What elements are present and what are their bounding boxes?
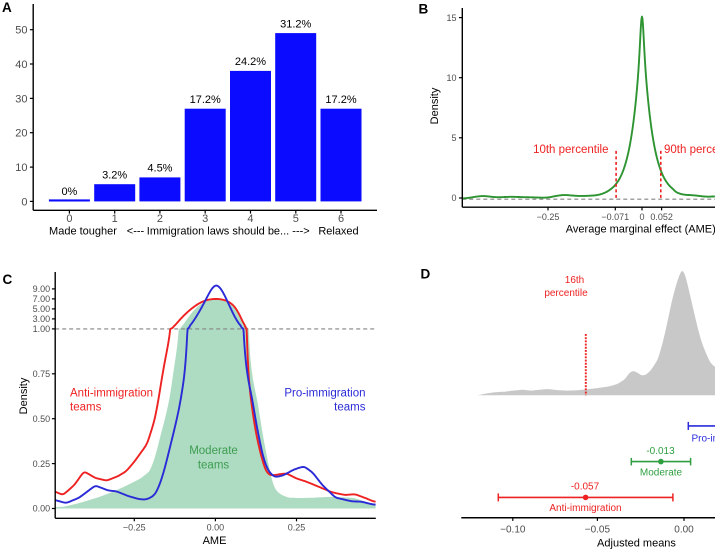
svg-text:D: D — [421, 267, 431, 282]
svg-text:6: 6 — [338, 213, 344, 225]
svg-text:0: 0 — [21, 196, 27, 208]
svg-text:0.50: 0.50 — [33, 414, 51, 424]
svg-text:3.00: 3.00 — [33, 314, 51, 324]
svg-text:-0.013: -0.013 — [646, 446, 675, 457]
svg-text:24.2%: 24.2% — [235, 56, 266, 68]
svg-text:teams: teams — [70, 402, 102, 414]
svg-text:30: 30 — [15, 93, 27, 105]
svg-text:percentile: percentile — [544, 288, 588, 299]
svg-text:0.00: 0.00 — [207, 523, 225, 533]
svg-text:Adjusted means: Adjusted means — [597, 538, 676, 550]
svg-text:4.5%: 4.5% — [147, 163, 172, 175]
svg-text:0.00: 0.00 — [674, 525, 694, 536]
svg-text:0.75: 0.75 — [33, 369, 51, 379]
svg-text:-0.057: -0.057 — [571, 482, 600, 493]
svg-text:1: 1 — [112, 213, 118, 225]
svg-text:90th percentile: 90th percentile — [664, 144, 715, 156]
svg-text:−0.05: −0.05 — [585, 525, 611, 536]
svg-text:AME: AME — [203, 535, 227, 547]
svg-text:0.052: 0.052 — [650, 212, 673, 222]
svg-text:−0.10: −0.10 — [500, 525, 526, 536]
svg-text:7.00: 7.00 — [33, 294, 51, 304]
svg-text:20: 20 — [15, 128, 27, 140]
svg-text:B: B — [419, 2, 429, 17]
svg-text:Pro-immigration: Pro-immigration — [692, 434, 715, 445]
svg-text:Density: Density — [429, 87, 441, 124]
svg-text:3.2%: 3.2% — [102, 170, 127, 182]
svg-text:Moderate: Moderate — [640, 467, 683, 478]
svg-text:teams: teams — [334, 402, 366, 414]
svg-text:10: 10 — [15, 162, 27, 174]
svg-text:Anti-immigration: Anti-immigration — [549, 503, 621, 514]
svg-text:5: 5 — [451, 133, 456, 143]
svg-text:10: 10 — [446, 73, 456, 83]
svg-text:Relaxed: Relaxed — [318, 226, 358, 238]
svg-text:--->: ---> — [292, 226, 309, 238]
svg-text:4: 4 — [247, 213, 253, 225]
svg-text:−0.25: −0.25 — [537, 212, 560, 222]
svg-text:Moderate: Moderate — [189, 445, 238, 457]
svg-text:Average marginal effect (AME): Average marginal effect (AME) — [566, 223, 715, 235]
svg-text:Anti-immigration: Anti-immigration — [70, 388, 153, 400]
svg-text:17.2%: 17.2% — [325, 94, 356, 106]
svg-text:−0.25: −0.25 — [123, 523, 146, 533]
svg-text:40: 40 — [15, 59, 27, 71]
svg-text:C: C — [3, 272, 13, 287]
svg-text:Made tougher: Made tougher — [49, 226, 117, 238]
svg-text:2: 2 — [157, 213, 163, 225]
svg-text:3: 3 — [202, 213, 208, 225]
svg-text:0: 0 — [66, 213, 72, 225]
svg-text:0: 0 — [639, 212, 644, 222]
svg-text:A: A — [2, 0, 12, 15]
svg-text:0.25: 0.25 — [288, 523, 306, 533]
svg-text:5: 5 — [293, 213, 299, 225]
svg-text:0.25: 0.25 — [33, 459, 51, 469]
svg-text:17.2%: 17.2% — [190, 94, 221, 106]
svg-text:Pro-immigration: Pro-immigration — [284, 388, 365, 400]
svg-text:<---: <--- — [127, 226, 145, 238]
svg-text:16th: 16th — [565, 275, 584, 286]
svg-text:−0.071: −0.071 — [601, 212, 629, 222]
svg-text:0%: 0% — [61, 186, 77, 198]
svg-text:9.00: 9.00 — [33, 284, 51, 294]
svg-text:Density: Density — [18, 377, 30, 414]
svg-text:31.2%: 31.2% — [280, 18, 311, 30]
svg-text:0.00: 0.00 — [33, 504, 51, 514]
svg-text:50: 50 — [15, 25, 27, 37]
svg-text:10th percentile: 10th percentile — [533, 144, 608, 156]
svg-text:1.00: 1.00 — [33, 324, 51, 334]
svg-text:Immigration laws should be...: Immigration laws should be... — [147, 226, 289, 238]
svg-text:teams: teams — [198, 460, 230, 472]
svg-text:15: 15 — [446, 13, 456, 23]
svg-text:5.00: 5.00 — [33, 304, 51, 314]
svg-text:0: 0 — [451, 193, 456, 203]
